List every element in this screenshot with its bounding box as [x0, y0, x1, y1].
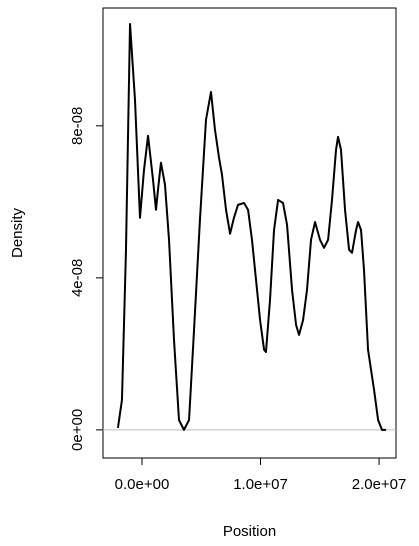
y-axis-label: Density — [9, 207, 26, 258]
x-tick-label: 1.0e+07 — [233, 476, 288, 493]
y-tick-label: 4e-08 — [69, 259, 86, 297]
density-line — [116, 22, 387, 431]
plot-frame — [102, 7, 397, 459]
x-axis-label: Position — [223, 523, 276, 540]
x-tick-label: 2.0e+07 — [352, 476, 407, 493]
x-tick-label: 0.0e+00 — [115, 476, 170, 493]
y-tick-label: 8e-08 — [69, 107, 86, 145]
y-tick-label: 0e+00 — [69, 409, 86, 451]
